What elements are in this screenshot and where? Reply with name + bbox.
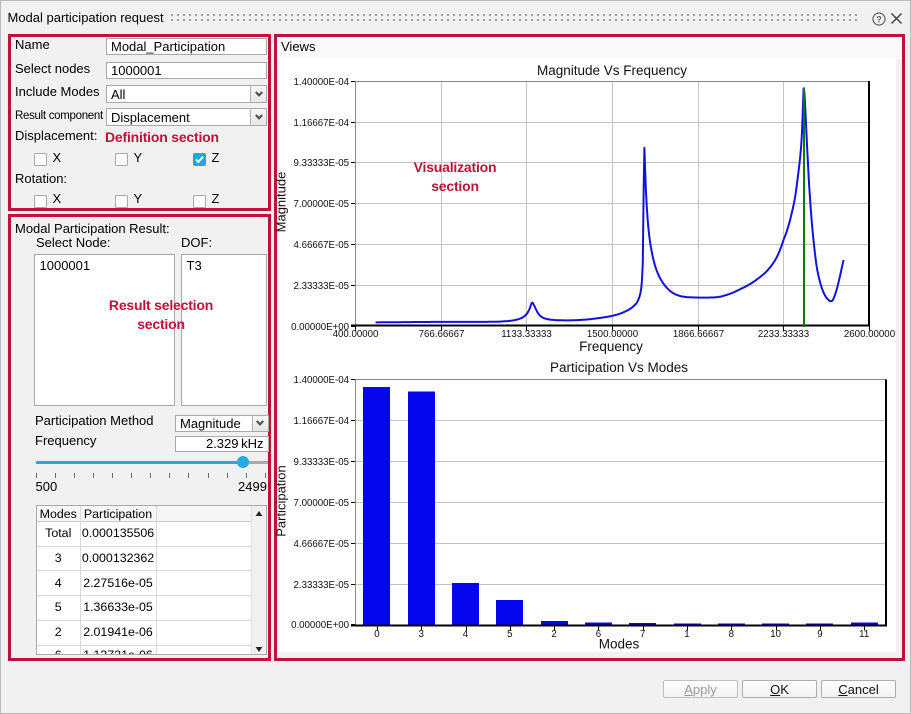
svg-text:?: ? (876, 14, 882, 24)
